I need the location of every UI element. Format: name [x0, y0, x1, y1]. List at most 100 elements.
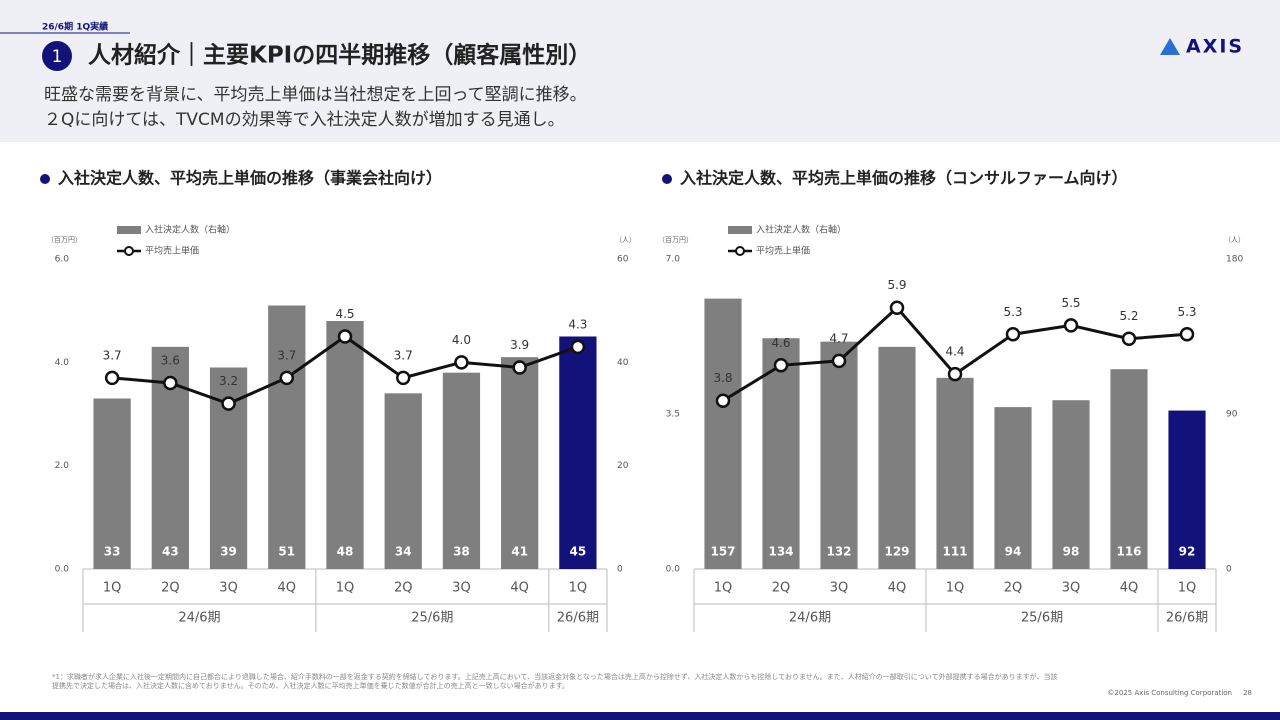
- chart-title: 入社決定人数、平均売上単価の推移（コンサルファーム向け）: [680, 169, 1128, 188]
- x-tick-label: 3Q: [1062, 581, 1081, 596]
- legend-label: 平均売上単価: [756, 245, 810, 257]
- line-marker: [454, 355, 469, 370]
- x-tick-label: 1Q: [1178, 581, 1197, 596]
- bar-label: 33: [104, 545, 121, 559]
- bar: [501, 357, 539, 569]
- line-marker: [889, 300, 905, 315]
- bar: [268, 305, 306, 569]
- bar: [1052, 400, 1090, 569]
- bar: [704, 298, 742, 569]
- bar: [820, 341, 858, 569]
- footer-bar: [0, 712, 1280, 720]
- bar: [442, 372, 481, 569]
- y-tick-label: 6.0: [55, 255, 70, 265]
- y-tick-label: 0.0: [666, 565, 681, 575]
- bar-label: 38: [453, 545, 470, 559]
- line-marker: [1121, 331, 1137, 346]
- copyright: ©2025 Axis Consulting Corporation: [1107, 689, 1232, 697]
- legend-label: 入社決定人数（右軸）: [756, 224, 846, 236]
- legend-swatch: [728, 226, 752, 234]
- line-label: 4.0: [452, 333, 471, 347]
- group-label: 24/6期: [789, 611, 831, 626]
- bar-label: 51: [278, 545, 295, 559]
- bar-label: 34: [395, 545, 412, 559]
- x-tick-label: 1Q: [714, 581, 733, 596]
- line-marker: [1179, 327, 1195, 342]
- bar-label: 116: [1116, 545, 1141, 559]
- line-label: 3.7: [103, 348, 122, 362]
- bar-label: 94: [1005, 545, 1022, 559]
- bar-label: 48: [337, 545, 354, 559]
- group-label: 25/6期: [1021, 611, 1063, 626]
- bar: [762, 338, 800, 569]
- y2-tick-label: 20: [617, 461, 629, 471]
- bar-label: 134: [768, 545, 793, 559]
- line-label: 4.4: [945, 345, 964, 359]
- y2-tick-label: 90: [1226, 410, 1238, 420]
- bar-label: 129: [884, 545, 909, 559]
- legend-label: 平均売上単価: [145, 245, 199, 257]
- x-tick-label: 4Q: [278, 581, 297, 596]
- y-tick-label: 0.0: [55, 565, 70, 575]
- line-marker: [279, 370, 295, 386]
- line-label: 3.7: [394, 348, 413, 362]
- line-marker: [512, 360, 527, 375]
- line-label: 4.3: [568, 317, 587, 331]
- y2-axis-label: （人）: [1224, 236, 1245, 244]
- page-number: 28: [1243, 689, 1252, 697]
- y2-axis-label: （人）: [615, 236, 636, 244]
- line-label: 5.2: [1119, 309, 1138, 323]
- bar-label: 43: [162, 545, 179, 559]
- line-marker: [104, 370, 120, 386]
- line-marker: [715, 393, 731, 408]
- y2-tick-label: 0: [617, 565, 623, 575]
- line-label: 5.9: [887, 278, 906, 292]
- bar-label: 98: [1063, 545, 1080, 559]
- bar: [936, 377, 974, 569]
- y2-tick-label: 180: [1226, 255, 1243, 265]
- legend-label: 入社決定人数（右軸）: [145, 224, 235, 236]
- x-tick-label: 2Q: [772, 581, 791, 596]
- line-marker: [163, 375, 178, 391]
- x-tick-label: 1Q: [946, 581, 965, 596]
- legend-swatch: [117, 226, 141, 234]
- bar: [384, 393, 422, 569]
- group-label: 26/6期: [1166, 611, 1208, 626]
- x-tick-label: 1Q: [103, 581, 122, 596]
- bar-label: 41: [511, 545, 528, 559]
- line-label: 3.7: [277, 348, 296, 362]
- slide-title: 人材紹介｜主要KPIの四半期推移（顧客属性別）: [88, 42, 591, 69]
- legend-marker: [735, 246, 745, 256]
- line-label: 3.9: [510, 338, 529, 352]
- line-marker: [570, 339, 586, 355]
- x-tick-label: 3Q: [452, 581, 471, 596]
- line-label: 5.5: [1061, 296, 1080, 310]
- y-tick-label: 3.5: [666, 410, 680, 420]
- logo: AXIS: [1186, 36, 1244, 58]
- x-tick-label: 4Q: [510, 581, 529, 596]
- y-tick-label: 7.0: [666, 255, 681, 265]
- line-label: 3.2: [219, 374, 238, 388]
- y-axis-label: （百万円）: [47, 236, 82, 244]
- bar: [994, 407, 1032, 569]
- line-label: 4.5: [335, 307, 354, 321]
- group-label: 24/6期: [178, 611, 220, 626]
- x-tick-label: 1Q: [569, 581, 588, 596]
- bar: [326, 321, 364, 569]
- line-marker: [1005, 327, 1021, 342]
- line-marker: [831, 353, 847, 369]
- badge-number: 1: [52, 47, 63, 67]
- bar: [559, 336, 597, 569]
- bar: [93, 398, 131, 569]
- line-label: 3.8: [713, 371, 732, 385]
- subtitle-line: ２Qに向けては、TVCMの効果等で入社決定人数が増加する見通し。: [44, 110, 565, 130]
- y-tick-label: 2.0: [55, 461, 70, 471]
- bar: [1110, 369, 1148, 569]
- group-label: 26/6期: [557, 611, 599, 626]
- bar: [1168, 410, 1206, 569]
- x-tick-label: 3Q: [830, 581, 849, 596]
- line-label: 4.6: [771, 336, 790, 350]
- line-marker: [221, 396, 236, 411]
